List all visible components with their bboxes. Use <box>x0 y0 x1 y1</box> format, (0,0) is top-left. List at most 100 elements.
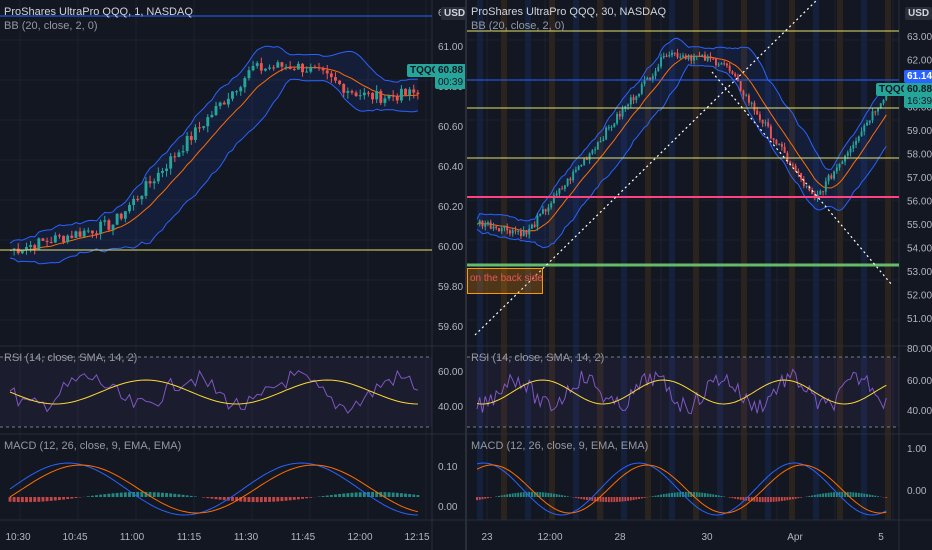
left-bb-legend[interactable]: BB (20, close, 2, 0) <box>4 20 98 32</box>
macd-histogram-bar <box>789 497 792 500</box>
macd-histogram-bar <box>296 497 300 500</box>
session-stripe <box>645 0 651 520</box>
macd-histogram-bar <box>350 492 354 497</box>
left-rsi-legend[interactable]: RSI (14, close, SMA, 14, 2) <box>4 352 138 364</box>
candle-body <box>841 161 844 164</box>
candle-body <box>37 238 41 250</box>
session-stripe <box>669 0 675 520</box>
candle-body <box>189 136 193 140</box>
candle-body <box>668 55 671 57</box>
candle-body <box>695 55 698 57</box>
macd-histogram-bar <box>519 492 522 497</box>
candle-body <box>140 195 144 200</box>
candle-body <box>822 191 825 193</box>
macd-histogram-bar <box>33 497 37 502</box>
price-axis-label: 61.00 <box>438 42 463 53</box>
left-chart-canvas[interactable]: 61.2061.0060.8060.6060.4060.2060.0059.80… <box>0 0 466 550</box>
candle-body <box>758 114 761 120</box>
left-chart-panel[interactable]: 61.2061.0060.8060.6060.4060.2060.0059.80… <box>0 0 466 550</box>
left-price-tag: 60.88 <box>435 64 466 77</box>
candle-body <box>610 126 613 128</box>
candle-body <box>827 175 830 182</box>
candle-body <box>86 230 90 232</box>
time-axis-label: Apr <box>787 532 803 543</box>
macd-histogram-bar <box>251 497 255 503</box>
bb-fill <box>477 38 887 248</box>
candle-body <box>657 66 660 72</box>
macd-histogram-bar <box>103 494 107 497</box>
right-macd-legend[interactable]: MACD (12, 26, close, 9, EMA, EMA) <box>471 440 649 452</box>
right-bb-legend[interactable]: BB (20, close, 2, 0) <box>471 20 565 32</box>
candle-body <box>753 102 756 111</box>
session-stripe <box>501 0 507 520</box>
candle-body <box>594 149 597 151</box>
candle-body <box>25 246 28 251</box>
macd-histogram-bar <box>753 497 756 502</box>
macd-histogram-bar <box>358 492 362 497</box>
candle-body <box>177 152 181 157</box>
macd-axis-label: 0.10 <box>438 462 458 473</box>
left-macd-legend[interactable]: MACD (12, 26, close, 9, EMA, EMA) <box>4 440 182 452</box>
candle-body <box>296 63 300 70</box>
macd-histogram-bar <box>783 497 786 501</box>
left-currency-label[interactable]: USD <box>441 7 466 20</box>
right-chart-canvas[interactable]: 63.0062.0061.0060.0059.0058.0057.0056.00… <box>467 0 932 550</box>
right-chart-title: ProShares UltraPro QQQ, 30, NASDAQ <box>471 6 667 18</box>
candle-body <box>635 96 638 101</box>
right-currency-label[interactable]: USD <box>905 7 932 20</box>
macd-histogram-bar <box>874 495 877 497</box>
macd-histogram-bar <box>742 497 745 501</box>
right-chart-panel[interactable]: 63.0062.0061.0060.0059.0058.0057.0056.00… <box>467 0 932 550</box>
candle-body <box>103 220 107 222</box>
candle-body <box>169 156 173 169</box>
candle-body <box>334 77 337 81</box>
candle-body <box>577 166 580 170</box>
macd-histogram-bar <box>610 497 613 503</box>
candle-body <box>239 87 243 92</box>
candle-body <box>78 231 82 237</box>
price-axis-label: 60.00 <box>438 242 463 253</box>
candle-body <box>734 73 737 77</box>
bb-lower-band <box>9 78 418 265</box>
candle-body <box>561 188 564 190</box>
candle-body <box>82 230 86 237</box>
candle-body <box>136 198 140 200</box>
macd-histogram-bar <box>830 492 833 497</box>
macd-histogram-bar <box>334 494 337 497</box>
session-stripe <box>477 0 483 520</box>
price-axis-label: 57.00 <box>907 173 932 184</box>
candle-body <box>478 220 481 225</box>
candle-body <box>852 144 855 149</box>
macd-histogram-bar <box>712 494 715 497</box>
macd-line <box>476 462 887 516</box>
candle-body <box>292 68 296 70</box>
macd-histogram-bar <box>778 497 781 502</box>
candle-body <box>811 190 814 194</box>
time-axis-label: 30 <box>701 532 713 543</box>
candle-body <box>16 248 20 254</box>
candle-body <box>624 106 627 109</box>
session-stripe <box>621 0 627 520</box>
panel-divider[interactable] <box>465 0 467 550</box>
rsi-axis-label: 80.00 <box>907 344 932 355</box>
price-axis-label: 59.60 <box>438 322 463 333</box>
macd-histogram-bar <box>621 497 624 502</box>
macd-histogram-bar <box>756 497 759 502</box>
macd-histogram-bar <box>487 497 489 499</box>
time-axis-label: 28 <box>614 532 626 543</box>
macd-histogram-bar <box>541 492 544 497</box>
candle-body <box>607 127 610 129</box>
right-rsi-legend[interactable]: RSI (14, close, SMA, 14, 2) <box>471 352 605 364</box>
candle-body <box>676 52 679 58</box>
macd-histogram-bar <box>640 497 643 499</box>
annotation-box[interactable]: on the back side <box>467 268 543 294</box>
candle-body <box>874 111 877 113</box>
candle-body <box>871 111 874 121</box>
macd-histogram-bar <box>181 494 185 497</box>
macd-histogram-bar <box>687 491 690 497</box>
macd-histogram-bar <box>838 491 841 497</box>
candle-body <box>375 91 379 100</box>
candle-body <box>272 67 276 69</box>
candle-body <box>728 65 731 72</box>
macd-histogram-bar <box>263 497 267 503</box>
